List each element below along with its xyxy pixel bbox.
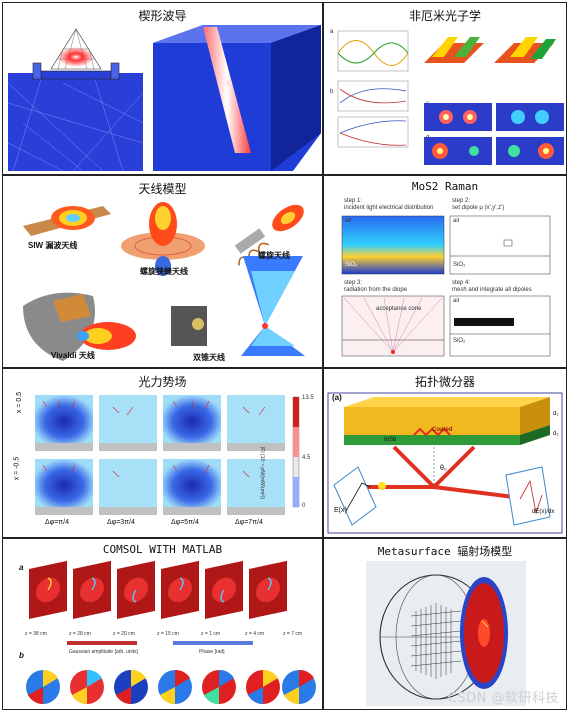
panel-title: 非厄米光子学 (408, 9, 481, 23)
panel-antenna-models: 天线模型 (2, 175, 323, 368)
antenna-label: 螺旋天线 (258, 251, 290, 260)
panel-metasurface: Metasurface 辐射场模型 (323, 538, 567, 710)
sio2-label: SiO₂ (453, 262, 466, 268)
antenna-label: Vivaldi 天线 (51, 351, 95, 360)
z-label: z = 38 cm (25, 631, 47, 637)
antenna-label: 双锥天线 (193, 353, 225, 362)
amplitude-colorbar-label: Gaussian amplitude [arb. units] (69, 649, 138, 655)
insb-label: InSb (384, 437, 397, 443)
wedge-waveguide-illustration (7, 25, 321, 172)
metasurface-model (379, 574, 508, 700)
panel-title: 光力势场 (138, 375, 187, 389)
colorbar-min: 0 (302, 503, 306, 509)
label-a: a (330, 29, 334, 35)
label-b: b (330, 89, 334, 95)
panel-comsol-matlab: COMSOL WITH MATLAB a b (2, 538, 323, 710)
colorbar-max: 13.5 (302, 395, 314, 401)
coated-label: Coated (432, 427, 453, 433)
step3-text: radiation from the diope (344, 287, 408, 293)
antenna-label: SIW 漏波天线 (28, 241, 78, 250)
colorbar-label: |F| (10⁻⁹ pN/(mW/μm²)) (259, 447, 265, 500)
sio2-label: SiO₂ (345, 262, 358, 268)
column-label: Δφ=5π/4 (171, 519, 199, 526)
panel-title: 天线模型 (138, 182, 187, 196)
theta-label: θ₀ (440, 465, 447, 472)
d2-label: d₂ (553, 431, 559, 437)
non-hermitian-figures (337, 30, 564, 165)
sio2-label: SiO₂ (453, 338, 466, 344)
input-field-label: E(x) (334, 507, 347, 514)
differentiator-diagram (327, 392, 563, 534)
panel-mos2-raman: MoS2 Raman step 1: incident light electr… (323, 175, 567, 368)
step1-text: incident light electrical distribution (344, 205, 434, 211)
panel-title: COMSOL WITH MATLAB (102, 543, 223, 556)
row-label: x = 0.5 (16, 391, 24, 414)
z-label: z = 20 cm (113, 631, 135, 637)
step2-text: set dipole μ (x',y',z') (452, 205, 505, 211)
column-label: Δφ=3π/4 (107, 519, 135, 526)
antenna-label: 螺旋狭缝天线 (140, 267, 188, 276)
d1-label: d₁ (553, 411, 559, 417)
subfigure-tag: (a) (332, 393, 342, 402)
panel-non-hermitian: 非厄米光子学 a b c d (323, 2, 567, 175)
column-label: Δφ=7π/4 (235, 519, 263, 526)
panel-title: Metasurface 辐射场模型 (377, 545, 513, 558)
air-label: air (453, 218, 460, 224)
column-label: Δφ=π/4 (45, 519, 69, 526)
step3-label: step 3: (344, 280, 363, 286)
row-b-tag: b (19, 651, 24, 660)
z-label: z = 1 cm (201, 631, 221, 637)
panel-title: MoS2 Raman (411, 180, 479, 193)
panel-optical-force: 光力势场 (2, 368, 323, 538)
panel-title: 楔形波导 (138, 9, 187, 23)
row-label: x = -0.5 (13, 456, 21, 481)
panel-topological-differentiator: 拓扑微分器 (a) Coated InSb d₁ d₂ θ₀ E(x) dE( (323, 368, 567, 538)
raman-steps-diagram (341, 215, 551, 357)
step4-label: step 4: (452, 280, 471, 286)
step4-text: mesh and integrate all dipoles (452, 287, 532, 293)
metasurface-canvas (366, 561, 526, 706)
watermark: CSDN @软研科技 (447, 691, 559, 706)
acceptance-cone-label: acceptance cone (376, 306, 422, 312)
air-label: air (453, 298, 460, 304)
panel-wedge-waveguide: 楔形波导 (2, 2, 323, 175)
step1-label: step 1: (344, 198, 363, 204)
phase-colorbar-label: Phase [rad] (199, 649, 225, 655)
air-label: air (345, 218, 352, 224)
z-label: z = 4 cm (245, 631, 265, 637)
z-label: z = 7 cm (283, 631, 303, 637)
vortex-beam-figures (26, 560, 316, 704)
panel-title: 拓扑微分器 (414, 375, 475, 389)
antenna-illustrations (23, 202, 305, 361)
step2-label: step 2: (452, 198, 471, 204)
row-a-tag: a (19, 563, 24, 572)
optical-force-maps (35, 395, 300, 515)
output-field-label: dE(x)/dx (532, 509, 555, 515)
z-label: z = 28 cm (69, 631, 91, 637)
z-label: z = 15 cm (157, 631, 179, 637)
colorbar-mid: 4.5 (302, 455, 311, 461)
